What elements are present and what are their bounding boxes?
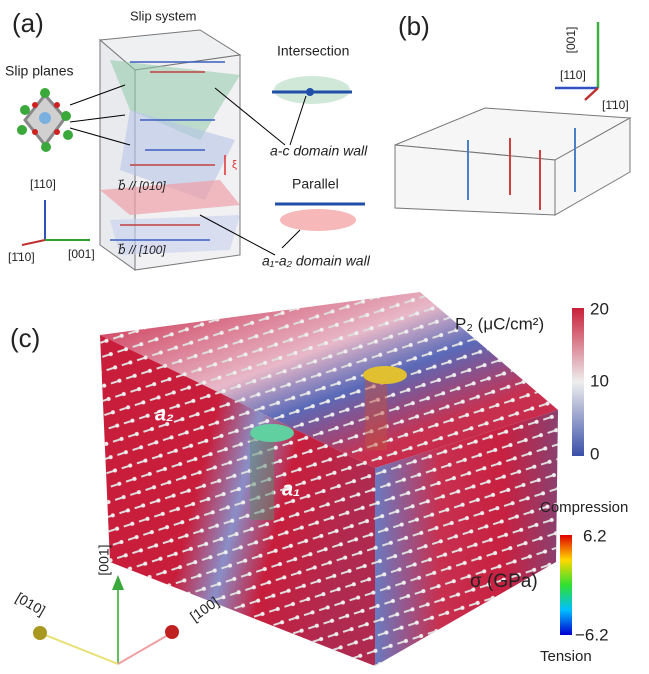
axis-label: [1̄10] xyxy=(8,250,35,264)
colorbar-bottom: Tension xyxy=(540,648,592,665)
wall-ellipse xyxy=(280,209,356,231)
burgers-label: b⃗ // [100] xyxy=(118,243,166,257)
colorbar-title: σ (GPa) xyxy=(470,571,538,592)
panel-label: (c) xyxy=(10,323,40,353)
colorbar-tick: 6.2 xyxy=(583,526,607,545)
colorbar-tick: 10 xyxy=(590,371,609,390)
domain-block xyxy=(100,292,558,666)
axis-label: [110] xyxy=(560,68,586,82)
intersection-label: Intersection xyxy=(277,43,349,59)
a1a2-wall-label: a₁-a₂ domain wall xyxy=(262,253,371,269)
axes-c xyxy=(33,575,179,665)
crystal-icon xyxy=(17,84,131,152)
colorbar-tick: −6.2 xyxy=(575,625,609,644)
axes-a xyxy=(21,200,90,246)
axis-label: [001] xyxy=(96,544,112,575)
axis-label: [110] xyxy=(30,177,56,191)
slip-planes-label: Slip planes xyxy=(5,63,74,79)
panel-label: (a) xyxy=(12,8,44,38)
pointer xyxy=(214,87,286,146)
axes-b xyxy=(555,22,600,101)
parallel-label: Parallel xyxy=(292,176,339,192)
pointer xyxy=(281,229,301,249)
panel-title: Slip system xyxy=(130,8,196,23)
axis-label: [1̄10] xyxy=(602,98,629,112)
dislocation-lines xyxy=(110,61,226,241)
slip-box xyxy=(98,29,242,271)
burgers-label: b⃗ // [010] xyxy=(118,179,166,193)
colorbar-p xyxy=(572,308,584,456)
dislocations-b xyxy=(467,128,576,210)
domain-label: a₂ xyxy=(155,403,174,425)
panel-label: (b) xyxy=(398,11,430,41)
axis-label: [001] xyxy=(68,247,95,261)
colorbar-top: Compression xyxy=(540,499,628,516)
axis-label: [001] xyxy=(564,27,578,54)
domain-label: a₁ xyxy=(282,478,300,500)
pointer xyxy=(289,95,307,146)
wall-dot xyxy=(306,88,314,96)
axis-label: [010] xyxy=(13,589,48,618)
colorbar-sigma xyxy=(560,535,572,635)
ac-wall-label: a-c domain wall xyxy=(270,143,368,159)
pointer xyxy=(199,214,276,256)
colorbar-title: P₂ (μC/cm²) xyxy=(455,314,544,333)
colorbar-tick: 20 xyxy=(590,299,609,318)
xi-label: ξ xyxy=(232,159,237,171)
colorbar-tick: 0 xyxy=(590,444,599,463)
box-b xyxy=(394,107,632,216)
